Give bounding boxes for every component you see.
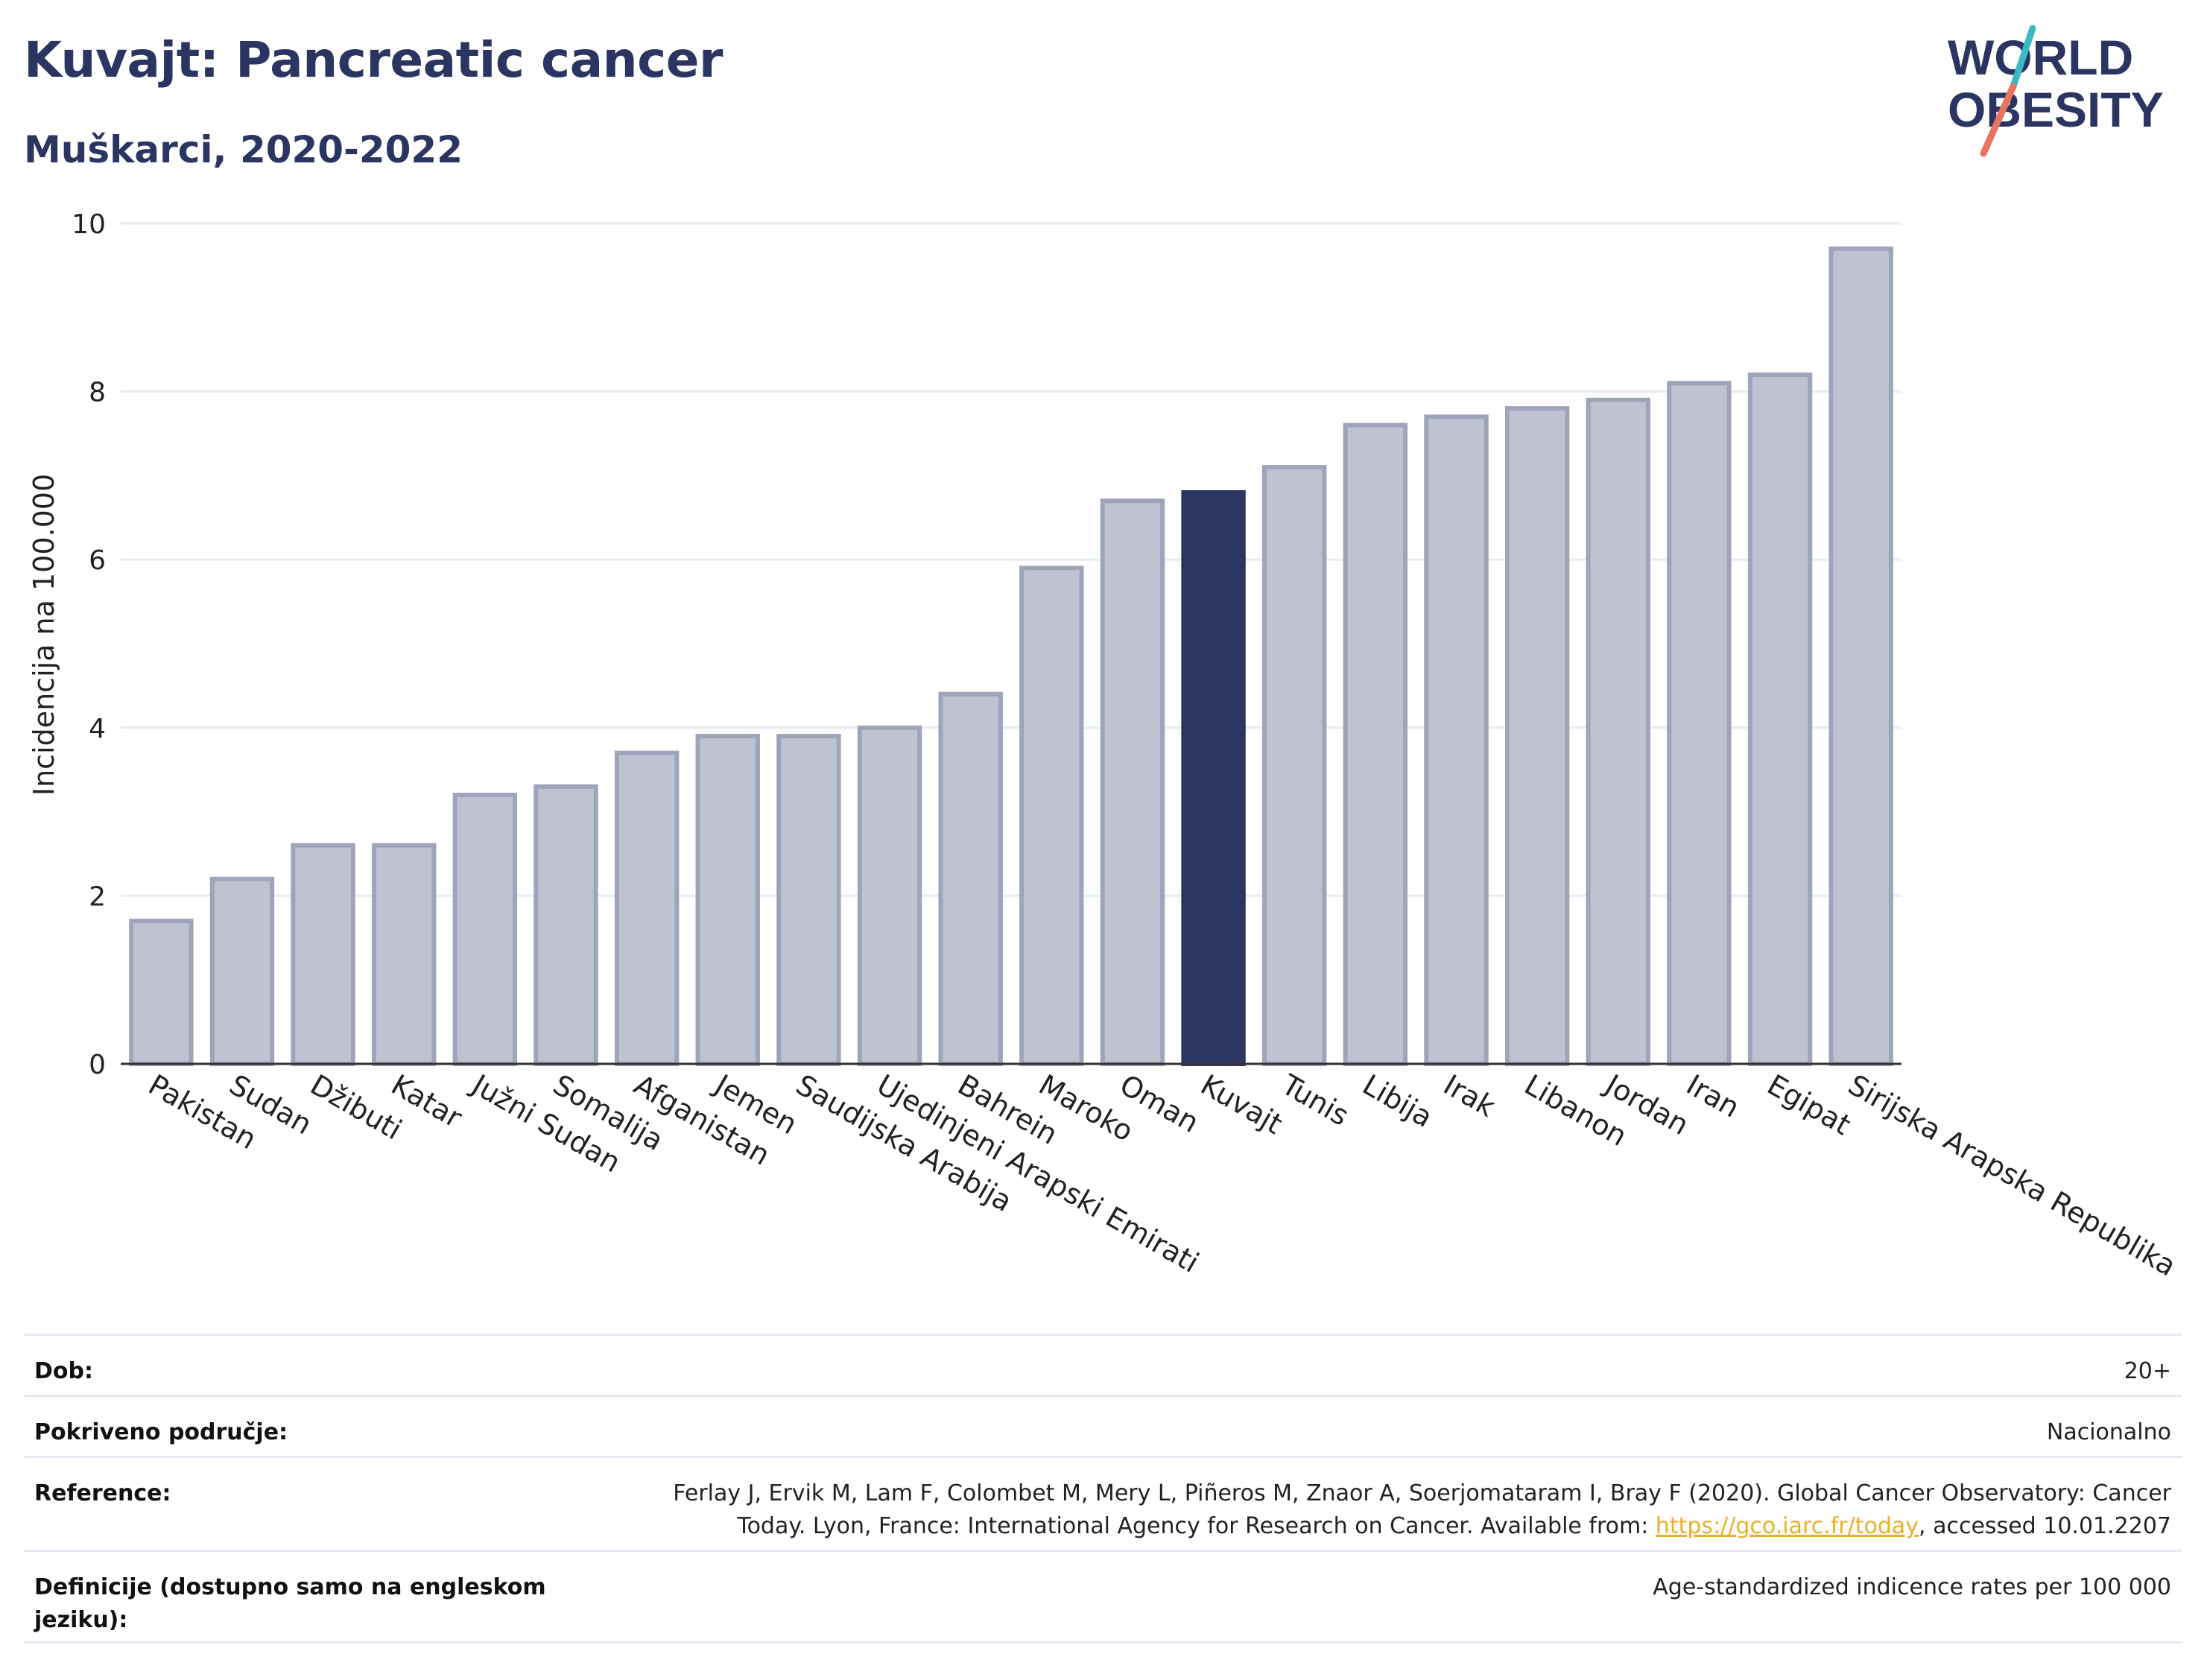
x-tick-label: Egipat bbox=[1762, 1068, 1857, 1142]
bar-jordan bbox=[1586, 397, 1650, 1066]
bar-chart: Incidencija na 100.000 0246810PakistanSu… bbox=[28, 209, 2182, 1283]
bar-somalija bbox=[533, 784, 598, 1066]
info-label-definitions: Definicije (dostupno samo na engleskom j… bbox=[34, 1574, 546, 1633]
x-tick-label: Irak bbox=[1438, 1068, 1501, 1123]
info-row-coverage: Pokriveno područje: Nacionalno bbox=[24, 1395, 2182, 1456]
chart-subtitle: Muškarci, 2020-2022 bbox=[24, 128, 463, 171]
logo-word-obesity: OBESITY bbox=[1948, 82, 2164, 137]
info-row-reference: Reference: Ferlay J, Ervik M, Lam F, Col… bbox=[24, 1456, 2182, 1550]
logo-slash-red bbox=[1980, 83, 2017, 156]
bar-libanon bbox=[1504, 406, 1570, 1066]
chart-title: Kuvajt: Pancreatic cancer bbox=[24, 31, 723, 89]
logo-slash-teal bbox=[2010, 25, 2036, 90]
world-obesity-logo: WORLD OBESITY bbox=[1948, 25, 2164, 156]
bar-bahrein bbox=[938, 691, 1003, 1066]
info-row-age: Dob: 20+ bbox=[24, 1334, 2182, 1395]
reference-accessed: , accessed 10.01.2207 bbox=[1919, 1513, 2171, 1539]
y-tick-label: 10 bbox=[72, 209, 106, 240]
info-value-reference: Ferlay J, Ervik M, Lam F, Colombet M, Me… bbox=[621, 1477, 2171, 1543]
x-tick-label: Libija bbox=[1357, 1068, 1438, 1134]
bar-libija bbox=[1343, 422, 1408, 1066]
x-tick-label: Sirijska Arapska Republika bbox=[1843, 1068, 2182, 1283]
logo-word-world: WORLD bbox=[1948, 30, 2133, 85]
info-label-age: Dob: bbox=[34, 1358, 93, 1384]
bar-sudan bbox=[209, 876, 275, 1066]
bar-saudijska-arabija bbox=[776, 734, 841, 1067]
y-tick-label: 2 bbox=[89, 881, 106, 912]
bar-jemen bbox=[695, 734, 760, 1067]
x-tick-label: Kuvajt bbox=[1195, 1068, 1288, 1141]
bar-katar bbox=[372, 843, 437, 1066]
bar-južni-sudan bbox=[452, 793, 518, 1067]
x-tick-label: Tunis bbox=[1276, 1068, 1355, 1132]
bar-egipat bbox=[1747, 373, 1813, 1067]
bar-maroko bbox=[1019, 565, 1084, 1066]
bar-kuvajt bbox=[1181, 489, 1246, 1066]
reference-text: Ferlay J, Ervik M, Lam F, Colombet M, Me… bbox=[673, 1480, 2171, 1539]
bar-oman bbox=[1100, 498, 1165, 1066]
bar-pakistan bbox=[129, 919, 194, 1066]
info-table: Dob: 20+ Pokriveno područje: Nacionalno … bbox=[24, 1334, 2182, 1643]
info-value-coverage: Nacionalno bbox=[2046, 1419, 2171, 1445]
info-value-definitions: Age-standardized indicence rates per 100… bbox=[1653, 1574, 2171, 1600]
bar-džibuti bbox=[291, 843, 355, 1066]
info-label-coverage: Pokriveno područje: bbox=[34, 1419, 288, 1445]
info-label-reference: Reference: bbox=[34, 1480, 171, 1506]
y-tick-label: 0 bbox=[89, 1050, 106, 1080]
bar-ujedinjeni-arapski-emirati bbox=[857, 725, 922, 1066]
bar-tunis bbox=[1262, 465, 1327, 1066]
y-tick-label: 8 bbox=[89, 378, 106, 408]
y-tick-label: 6 bbox=[89, 545, 106, 576]
reference-link[interactable]: https://gco.iarc.fr/today bbox=[1655, 1513, 1919, 1539]
info-value-age: 20+ bbox=[2124, 1358, 2171, 1384]
bar-afganistan bbox=[614, 750, 680, 1066]
x-tick-label: Džibuti bbox=[305, 1068, 408, 1147]
bar-irak bbox=[1424, 414, 1489, 1066]
y-axis-label: Incidencija na 100.000 bbox=[28, 474, 60, 796]
y-tick-label: 4 bbox=[89, 714, 106, 744]
bar-sirijska-arapska-republika bbox=[1828, 246, 1893, 1067]
bar-iran bbox=[1667, 381, 1732, 1066]
info-row-definitions: Definicije (dostupno samo na engleskom j… bbox=[24, 1550, 2182, 1643]
